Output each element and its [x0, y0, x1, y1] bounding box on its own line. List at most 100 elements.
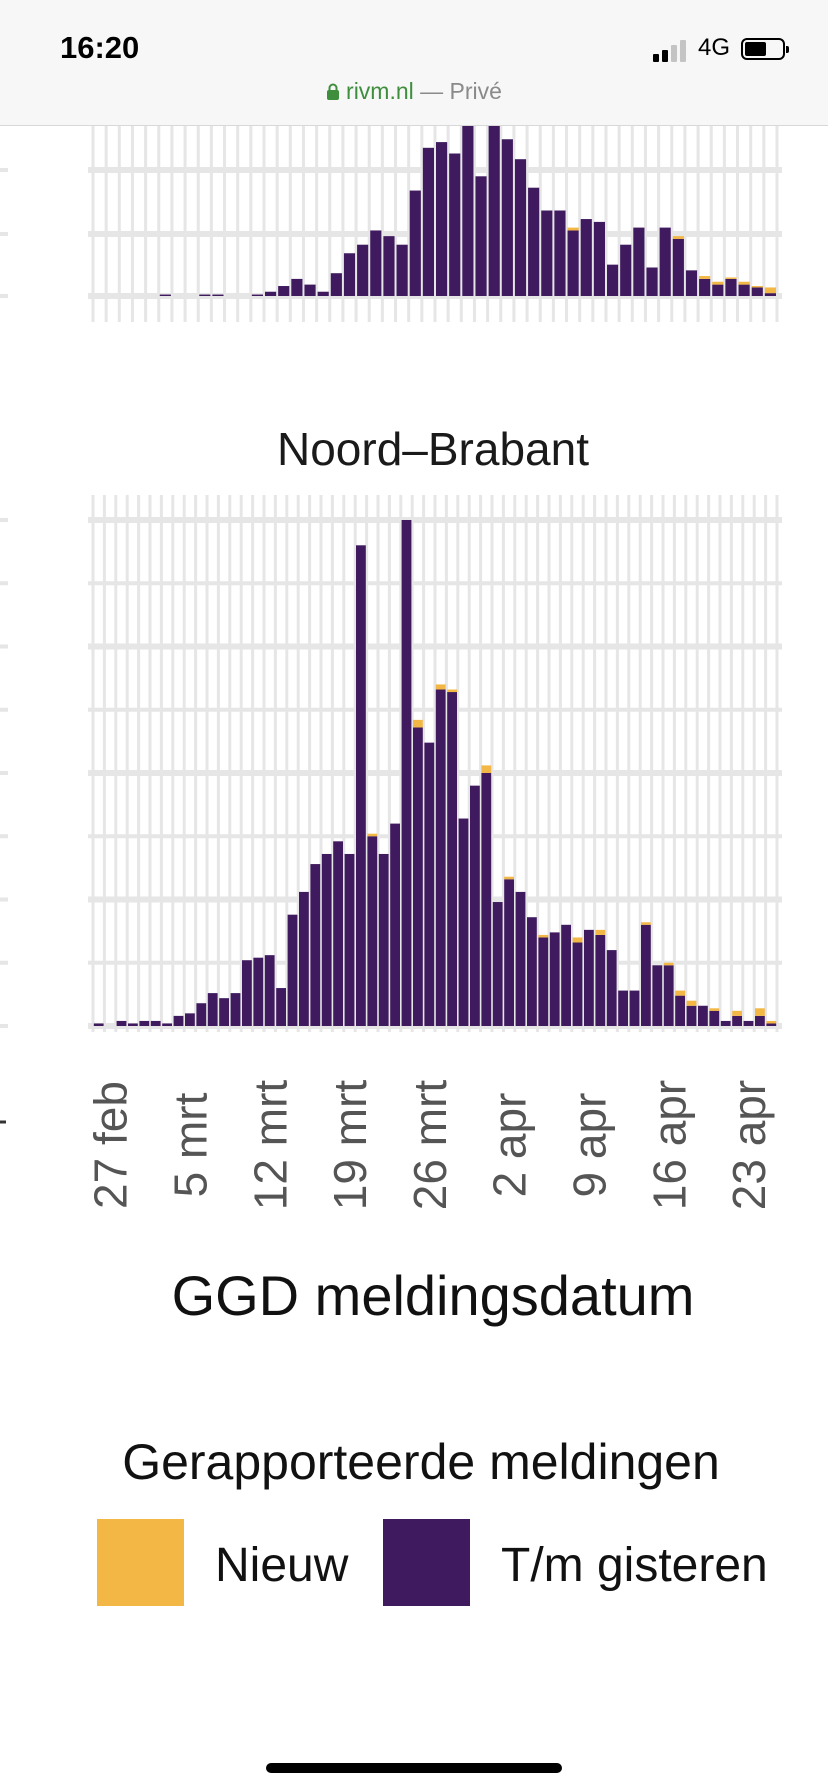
bar-previous: [580, 219, 592, 296]
bar-previous: [116, 1020, 127, 1026]
x-axis-label: GGD meldingsdatum: [172, 1264, 695, 1327]
bar-previous: [264, 955, 275, 1026]
bar-new: [367, 833, 378, 837]
status-time: 16:20: [60, 30, 140, 65]
bar-new: [699, 276, 711, 279]
bar-new: [538, 934, 549, 938]
bar-previous: [672, 239, 684, 296]
legend-swatch: [97, 1519, 184, 1606]
bar-previous: [504, 879, 514, 1026]
bar-new: [755, 1008, 765, 1016]
bar-previous: [528, 187, 540, 296]
x-tick-label: 19 mrt: [324, 1080, 376, 1211]
bar-previous: [766, 1023, 777, 1026]
bar-previous: [698, 1005, 708, 1026]
bar-previous: [253, 957, 264, 1026]
bar-previous: [595, 934, 606, 1026]
x-tick-label: 27 feb: [85, 1081, 137, 1209]
bar-previous: [663, 965, 674, 1026]
bar-previous: [173, 1015, 184, 1026]
bar-previous: [299, 891, 309, 1026]
bar-previous: [618, 990, 628, 1026]
bar-new: [413, 719, 423, 728]
x-tick-label: 9 apr: [564, 1093, 616, 1198]
bar-previous: [409, 190, 421, 296]
bar-previous: [310, 864, 321, 1026]
bar-previous: [333, 841, 343, 1026]
bar-previous: [462, 110, 474, 296]
bar-previous: [159, 294, 171, 296]
bar-previous: [321, 853, 332, 1026]
legend-label: T/m gisteren: [501, 1539, 768, 1592]
bar-new: [572, 937, 583, 943]
bar-new: [504, 876, 514, 880]
home-indicator[interactable]: [266, 1763, 562, 1773]
cellular-signal-icon: [653, 38, 689, 62]
bar-previous: [629, 990, 640, 1026]
bar-previous: [652, 965, 663, 1026]
legend-title: Gerapporteerde meldingen: [122, 1434, 720, 1490]
bar-previous: [207, 993, 218, 1026]
bar-previous: [755, 1015, 765, 1026]
bar-previous: [367, 836, 378, 1026]
bar-previous: [475, 176, 487, 296]
x-tick-label: 16 apr: [643, 1080, 695, 1210]
bar-previous: [357, 244, 369, 296]
bar-previous: [514, 159, 527, 296]
bar-previous: [641, 924, 651, 1026]
bar-new: [672, 236, 684, 239]
bar-previous: [278, 286, 290, 296]
bar-previous: [699, 278, 711, 296]
bar-new: [738, 281, 750, 285]
bar-previous: [606, 950, 617, 1026]
bar-previous: [633, 227, 645, 296]
bar-previous: [344, 853, 355, 1026]
bar-previous: [751, 287, 763, 296]
bar-previous: [93, 1023, 104, 1026]
bar-previous: [401, 520, 412, 1026]
bar-new: [712, 281, 724, 285]
bar-previous: [150, 1020, 161, 1026]
bar-previous: [265, 291, 277, 296]
bar-previous: [738, 284, 750, 296]
bar-previous: [317, 291, 329, 296]
bar-previous: [139, 1020, 150, 1026]
bar-previous: [567, 230, 579, 296]
bar-previous: [199, 294, 211, 296]
bar-previous: [515, 891, 526, 1026]
bar-previous: [481, 773, 492, 1026]
url-domain: rivm.nl: [346, 78, 414, 104]
bar-new: [764, 287, 776, 294]
bar-previous: [304, 284, 316, 296]
bar-previous: [276, 988, 286, 1026]
bar-previous: [219, 998, 229, 1026]
url-bar[interactable]: rivm.nl — Privé: [0, 78, 828, 105]
bar-new: [751, 286, 763, 288]
status-bar: 16:20 4G rivm.nl — Privé: [0, 0, 828, 126]
bar-previous: [620, 244, 632, 296]
bar-previous: [383, 236, 395, 296]
bar-previous: [449, 153, 461, 296]
bar-previous: [686, 1005, 697, 1026]
bar-previous: [230, 993, 241, 1026]
bar-new: [447, 689, 457, 693]
legend: Gerapporteerde meldingen Nieuw T/m gistere…: [97, 1434, 768, 1606]
bar-new: [663, 962, 674, 966]
bar-previous: [424, 742, 435, 1026]
bar-previous: [251, 294, 263, 296]
bar-new: [766, 1020, 777, 1024]
chart-title: Noord–Brabant: [277, 423, 589, 475]
x-tick-label: 23 apr: [723, 1080, 775, 1210]
bar-previous: [492, 902, 503, 1026]
bar-previous: [162, 1023, 172, 1026]
lock-icon: [327, 83, 340, 100]
bar-previous: [287, 914, 298, 1026]
bar-new: [641, 922, 651, 925]
x-tick-label: 5 mrt: [165, 1092, 217, 1197]
bar-previous: [538, 937, 549, 1026]
bar-previous: [413, 727, 423, 1026]
bar-previous: [659, 227, 671, 296]
bar-new: [686, 1000, 697, 1006]
bar-previous: [646, 267, 658, 296]
bar-previous: [743, 1020, 754, 1026]
